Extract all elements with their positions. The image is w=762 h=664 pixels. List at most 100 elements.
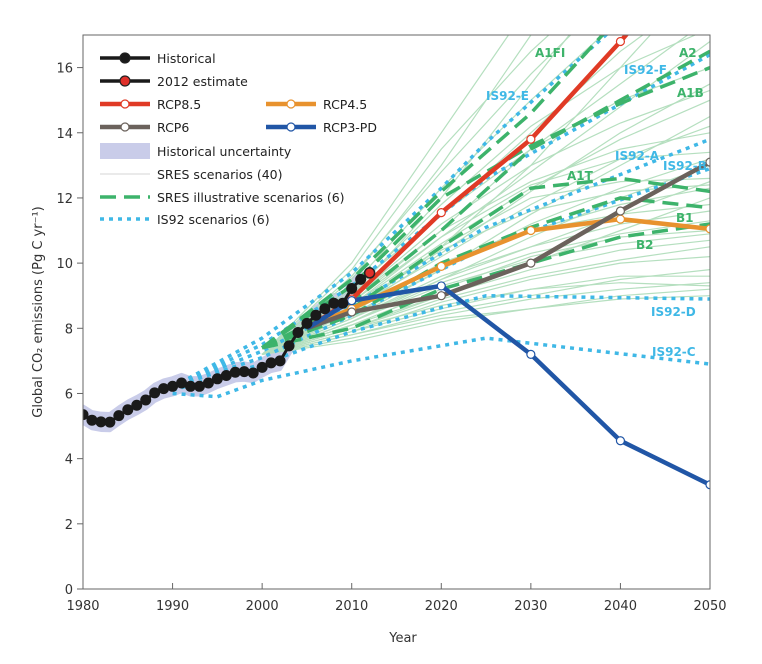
legend-marker: [286, 122, 296, 132]
historical-point: [122, 404, 134, 416]
historical-point: [229, 366, 241, 378]
label-is92-f: IS92-F: [624, 63, 667, 77]
legend: Historical 2012 estimate RCP8.5 RCP4.5 RCP6 R…: [100, 51, 377, 227]
legend-item-rcp3pd: RCP3-PD: [266, 120, 377, 135]
historical-point: [238, 366, 250, 378]
sres-illustrative-line-b1: [261, 196, 710, 350]
sres-scenario-line: [261, 35, 550, 355]
historical-point: [355, 273, 367, 285]
x-tick-label: 1980: [66, 599, 99, 614]
legend-label: RCP3-PD: [323, 120, 377, 135]
historical-point: [220, 370, 232, 382]
x-tick-label: 1990: [156, 599, 189, 614]
legend-marker: [119, 75, 131, 87]
legend-marker: [286, 99, 296, 109]
historical-point: [95, 416, 107, 428]
label-a2: A2: [679, 46, 697, 60]
rcp3pd-marker: [615, 436, 626, 446]
rcp85-marker: [436, 208, 446, 218]
legend-label: SRES scenarios (40): [157, 167, 283, 182]
historical-point: [140, 394, 152, 406]
historical-point: [310, 309, 322, 321]
rcp3pd-marker: [705, 480, 710, 490]
legend-label: SRES illustrative scenarios (6): [157, 190, 345, 205]
legend-item-historical: Historical: [100, 51, 216, 66]
historical-point: [176, 377, 188, 389]
historical-point: [131, 399, 143, 411]
sres-illustrative-line-a1fi: [261, 35, 605, 350]
label-a1b: A1B: [677, 86, 704, 100]
historical-point: [211, 373, 223, 385]
historical-point: [256, 361, 268, 373]
historical-point: [86, 414, 98, 426]
label-is92-b: IS92-B: [663, 159, 707, 173]
rcp45-marker: [615, 214, 626, 224]
label-a1t: A1T: [567, 169, 594, 183]
rcp6-marker: [615, 206, 626, 216]
legend-label: 2012 estimate: [157, 74, 248, 89]
legend-item-sres_illustrative: SRES illustrative scenarios (6): [100, 190, 345, 205]
plot-frame: [82, 34, 711, 590]
legend-label: RCP4.5: [323, 97, 367, 112]
y-axis-label: Global CO₂ emissions (Pg C yr⁻¹): [31, 206, 46, 417]
y-tick-label: 10: [56, 257, 73, 272]
is92-line-is92-c: [172, 336, 710, 399]
sres-scenario-line: [261, 151, 710, 355]
legend-item-rcp45: RCP4.5: [266, 97, 367, 112]
x-tick-label: 2030: [514, 599, 547, 614]
historical-point: [167, 380, 179, 392]
historical-line: [83, 271, 371, 424]
rcp3pd-marker: [436, 281, 446, 291]
label-b2: B2: [636, 238, 654, 252]
y-tick-label: 16: [56, 62, 73, 77]
historical-point: [301, 317, 313, 329]
x-tick-label: 2000: [246, 599, 279, 614]
rcp85-marker: [615, 36, 626, 47]
legend-label: IS92 scenarios (6): [157, 212, 270, 227]
historical-point: [319, 303, 331, 315]
historical-point: [247, 367, 259, 379]
estimate-2012-point: [363, 267, 376, 279]
rcp45-marker: [436, 261, 446, 271]
label-b1: B1: [676, 211, 694, 225]
is92-line-is92-e: [171, 35, 609, 389]
rcp6-marker: [347, 307, 357, 317]
legend-item-is92: IS92 scenarios (6): [100, 212, 270, 227]
label-is92-c: IS92-C: [652, 345, 696, 359]
scenario-labels: A1FI A2 A1B A1T B1 B2 IS92-E IS92-F IS92-AIS92-B…: [486, 46, 707, 359]
rcp3pd-marker: [526, 349, 536, 359]
rcp6-marker: [436, 291, 446, 301]
historical-point: [184, 380, 196, 392]
historical-point: [292, 327, 304, 339]
x-axis-label: Year: [388, 631, 417, 646]
sres-scenario-line: [261, 35, 510, 355]
historical-point: [104, 416, 116, 428]
sres-illustrative-line-b2: [261, 222, 710, 350]
y-tick-label: 4: [65, 453, 73, 468]
historical-point: [283, 340, 295, 352]
legend-marker: [119, 52, 131, 64]
sres-scenario-line: [261, 35, 572, 355]
is92-line-is92-f: [171, 53, 710, 389]
historical-point: [274, 355, 286, 367]
historical-point: [337, 297, 349, 309]
x-tick-label: 2010: [335, 599, 368, 614]
legend-item-rcp85: RCP8.5: [100, 97, 201, 112]
label-is92-e: IS92-E: [486, 89, 529, 103]
y-tick-label: 12: [56, 192, 73, 207]
label-a1fi: A1FI: [535, 46, 565, 60]
legend-item-rcp6: RCP6: [100, 120, 189, 135]
x-tick-label: 2020: [425, 599, 458, 614]
legend-label: RCP6: [157, 120, 189, 135]
legend-item-uncertainty: Historical uncertainty: [100, 143, 292, 159]
y-tick-label: 2: [65, 518, 73, 533]
label-is92-a: IS92-A: [615, 149, 660, 163]
sres-scenario-line: [262, 288, 710, 355]
legend-label: Historical: [157, 51, 216, 66]
rcp3pd-marker: [347, 295, 357, 306]
y-tick-label: 14: [56, 127, 73, 142]
rcp45-marker: [705, 224, 710, 234]
historical-point: [158, 383, 170, 395]
rcp45-line: [305, 216, 710, 331]
